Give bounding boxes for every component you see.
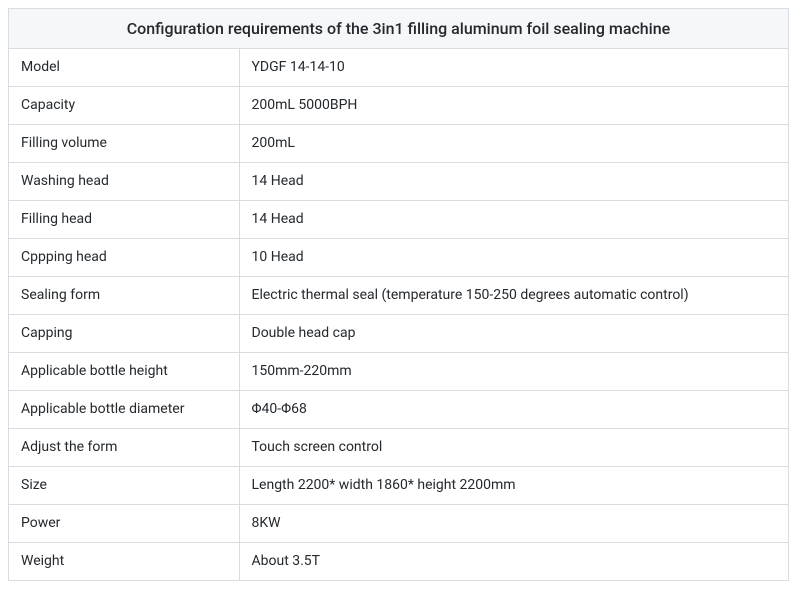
row-label: Capping xyxy=(9,315,239,353)
table-title: Configuration requirements of the 3in1 f… xyxy=(9,9,788,49)
table-row: Filling volume 200mL xyxy=(9,125,788,163)
row-value: 200mL 5000BPH xyxy=(239,87,788,125)
table-row: Power 8KW xyxy=(9,505,788,543)
row-value: 150mm-220mm xyxy=(239,353,788,391)
table-row: Size Length 2200* width 1860* height 220… xyxy=(9,467,788,505)
table-row: Filling head 14 Head xyxy=(9,201,788,239)
row-label: Size xyxy=(9,467,239,505)
row-label: Cppping head xyxy=(9,239,239,277)
table-row: Cppping head 10 Head xyxy=(9,239,788,277)
table-row: Capping Double head cap xyxy=(9,315,788,353)
row-value: 8KW xyxy=(239,505,788,543)
table-row: Sealing form Electric thermal seal (temp… xyxy=(9,277,788,315)
row-value: Double head cap xyxy=(239,315,788,353)
row-label: Sealing form xyxy=(9,277,239,315)
row-label: Model xyxy=(9,49,239,87)
row-value: Length 2200* width 1860* height 2200mm xyxy=(239,467,788,505)
spec-table-container: Configuration requirements of the 3in1 f… xyxy=(8,8,789,581)
table-row: Applicable bottle height 150mm-220mm xyxy=(9,353,788,391)
row-value: 200mL xyxy=(239,125,788,163)
table-row: Weight About 3.5T xyxy=(9,543,788,581)
row-value: Φ40-Φ68 xyxy=(239,391,788,429)
row-label: Applicable bottle diameter xyxy=(9,391,239,429)
row-label: Power xyxy=(9,505,239,543)
table-row: Applicable bottle diameter Φ40-Φ68 xyxy=(9,391,788,429)
row-value: Electric thermal seal (temperature 150-2… xyxy=(239,277,788,315)
row-value: About 3.5T xyxy=(239,543,788,581)
row-value: YDGF 14-14-10 xyxy=(239,49,788,87)
table-row: Washing head 14 Head xyxy=(9,163,788,201)
spec-table-body: Model YDGF 14-14-10 Capacity 200mL 5000B… xyxy=(9,49,788,580)
table-row: Model YDGF 14-14-10 xyxy=(9,49,788,87)
row-value: 14 Head xyxy=(239,163,788,201)
row-label: Filling head xyxy=(9,201,239,239)
row-label: Weight xyxy=(9,543,239,581)
row-label: Washing head xyxy=(9,163,239,201)
row-label: Filling volume xyxy=(9,125,239,163)
spec-table: Model YDGF 14-14-10 Capacity 200mL 5000B… xyxy=(9,49,788,580)
row-label: Applicable bottle height xyxy=(9,353,239,391)
table-row: Adjust the form Touch screen control xyxy=(9,429,788,467)
row-value: 14 Head xyxy=(239,201,788,239)
row-label: Adjust the form xyxy=(9,429,239,467)
table-row: Capacity 200mL 5000BPH xyxy=(9,87,788,125)
row-value: Touch screen control xyxy=(239,429,788,467)
row-label: Capacity xyxy=(9,87,239,125)
row-value: 10 Head xyxy=(239,239,788,277)
